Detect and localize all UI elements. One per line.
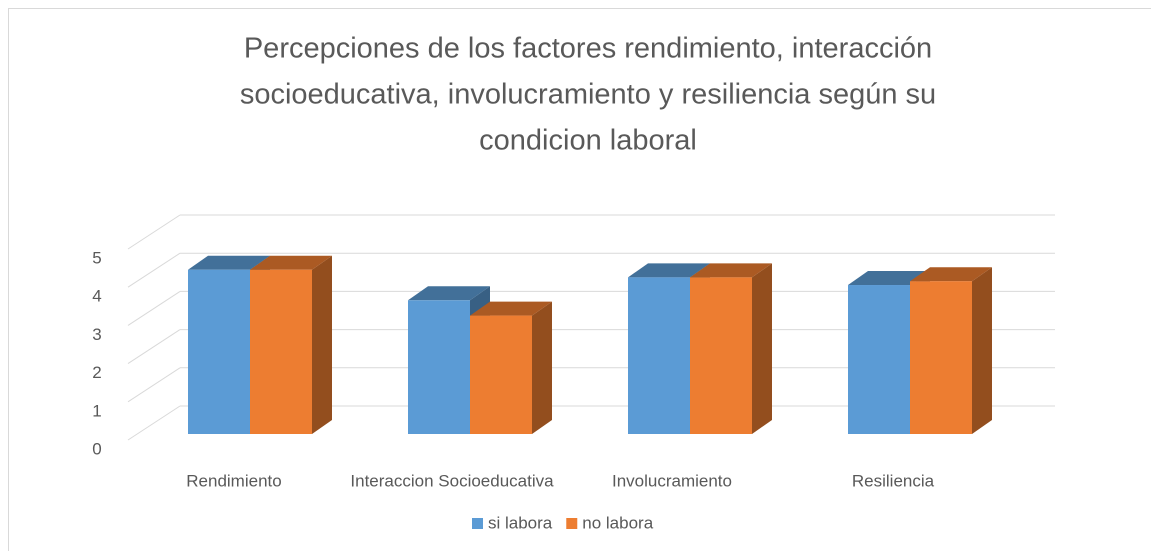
y-tick-label: 4 [92,287,101,306]
x-tick-label: Resiliencia [852,471,935,490]
bar-side [752,263,772,434]
bar [628,277,690,434]
bar-side [312,255,332,434]
legend-swatch [472,518,483,529]
bar-top [848,271,930,286]
bar-top [628,263,710,278]
y-tick-label: 5 [92,248,101,267]
bar [848,285,910,434]
bar-top [250,255,332,270]
bar-side [532,301,552,434]
bar-top [188,255,270,270]
y-tick-label: 2 [92,363,101,382]
legend-label: si labora [488,513,553,532]
bar [910,281,972,434]
x-tick-label: Interaccion Socioeducativa [350,471,554,490]
bar-top [690,263,772,278]
x-tick-label: Rendimiento [186,471,281,490]
chart-title: socioeducativa, involucramiento y resili… [240,79,936,111]
grid-line [127,329,181,365]
bar [408,300,470,434]
chart-title: condicion laboral [479,125,697,157]
bar-side [972,267,992,434]
bar [250,269,312,434]
y-tick-label: 1 [92,401,101,420]
y-tick-label: 0 [92,439,101,458]
bar-top [470,301,552,316]
y-tick-label: 3 [92,325,101,344]
legend-label: no labora [582,513,653,532]
x-tick-label: Involucramiento [612,471,732,490]
bar-top [910,267,992,282]
bar [470,315,532,434]
grid-line [127,290,181,326]
grid-line [127,252,181,288]
chart-title: Percepciones de los factores rendimiento… [244,33,932,65]
grid-line [127,214,181,250]
grid-line [127,405,181,441]
bar [188,269,250,434]
grid-line [127,367,181,403]
bar-top [408,286,490,301]
bar [690,277,752,434]
legend-swatch [566,518,578,529]
